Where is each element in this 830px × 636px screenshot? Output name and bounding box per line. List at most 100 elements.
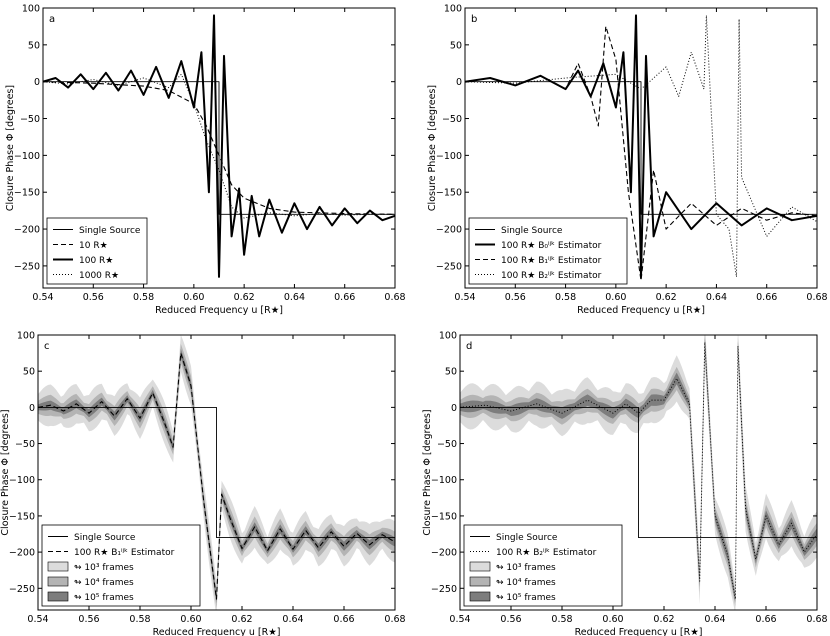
legend-entry: 100 R★ B₀ⁱʲᵏ Estimator (501, 241, 602, 251)
legend-swatch (469, 576, 491, 587)
y-tick-label: −200 (9, 548, 35, 559)
x-tick-label: 0.56 (500, 614, 521, 625)
y-tick-label: −50 (437, 439, 457, 450)
x-tick-label: 0.62 (231, 614, 252, 625)
legend-entry: 100 R★ B₁ⁱʲᵏ Estimator (501, 256, 602, 266)
y-tick-label: 50 (445, 367, 457, 378)
x-tick-label: 0.58 (129, 614, 150, 625)
y-tick-label: −200 (14, 225, 40, 236)
x-tick-label: 0.64 (284, 292, 305, 303)
x-tick-label: 0.62 (234, 292, 255, 303)
series-line-0 (465, 81, 817, 215)
x-tick-label: 0.58 (551, 614, 572, 625)
y-tick-label: −150 (436, 188, 462, 199)
y-axis-label: Closure Phase Φ [degrees] (427, 85, 438, 211)
y-tick-label: 0 (29, 403, 35, 414)
x-tick-label: 0.60 (605, 292, 626, 303)
y-tick-label: 100 (22, 4, 40, 15)
x-tick-label: 0.56 (78, 614, 99, 625)
x-tick-label: 0.64 (706, 292, 727, 303)
legend-entry: ↬ 10⁵ frames (74, 593, 134, 603)
y-tick-label: −100 (431, 475, 457, 486)
y-tick-label: −250 (14, 261, 40, 272)
x-tick-label: 0.62 (656, 292, 677, 303)
x-tick-label: 0.66 (755, 614, 776, 625)
y-tick-label: −200 (431, 548, 457, 559)
y-axis-label: Closure Phase Φ [degrees] (5, 85, 16, 211)
y-tick-label: −50 (20, 114, 40, 125)
legend-swatch (47, 561, 69, 572)
plot-area (465, 14, 817, 282)
legend-entry: Single Source (79, 226, 141, 236)
series-line-0 (38, 406, 395, 539)
legend-entry: 100 R★ B₂ⁱʲᵏ Estimator (501, 271, 602, 281)
y-tick-label: −250 (436, 261, 462, 272)
series-line-3 (43, 73, 395, 219)
legend-entry: ↬ 10⁵ frames (496, 593, 556, 603)
x-tick-label: 0.66 (756, 292, 777, 303)
chart-panel-d: 0.54 0.56 0.58 0.60 0.62 0.64 0.66 0.68 100 50 0 −5… (422, 331, 828, 636)
y-tick-label: 50 (23, 367, 35, 378)
legend-swatch (47, 591, 69, 602)
panel-label: a (49, 14, 55, 25)
plot-area (38, 335, 395, 610)
y-tick-label: 0 (34, 77, 40, 88)
series-line-1 (38, 352, 395, 600)
x-axis-label: Reduced Frequency u [R★] (155, 305, 283, 316)
x-tick-label: 0.56 (83, 292, 104, 303)
y-tick-label: −100 (14, 151, 40, 162)
x-tick-label: 0.64 (704, 614, 725, 625)
x-tick-label: 0.54 (32, 292, 53, 303)
y-tick-label: −50 (442, 114, 462, 125)
x-axis-label: Reduced Frequency u [R★] (153, 627, 281, 636)
axes-frame (42, 7, 396, 289)
y-tick-label: −250 (431, 584, 457, 595)
legend-entry: ↬ 10⁴ frames (496, 578, 556, 588)
y-tick-label: −250 (9, 584, 35, 595)
axes-frame (459, 334, 818, 611)
x-tick-label: 0.58 (133, 292, 154, 303)
y-tick-label: −200 (436, 225, 462, 236)
x-tick-label: 0.66 (333, 614, 354, 625)
x-tick-label: 0.64 (282, 614, 303, 625)
legend-entry: Single Source (496, 533, 558, 543)
y-tick-label: 50 (28, 40, 40, 51)
series-line-0 (43, 81, 395, 215)
legend-entry: 1000 R★ (79, 271, 119, 281)
x-tick-label: 0.56 (505, 292, 526, 303)
legend-entry: ↬ 10³ frames (496, 563, 556, 573)
y-tick-label: 100 (17, 331, 35, 342)
x-tick-label: 0.54 (454, 292, 475, 303)
series-line-1 (43, 81, 395, 215)
x-tick-label: 0.68 (806, 614, 827, 625)
legend-entry: Single Source (74, 533, 136, 543)
x-tick-label: 0.58 (555, 292, 576, 303)
series-line-2 (465, 25, 817, 282)
y-tick-label: 0 (451, 403, 457, 414)
panel-label: c (44, 341, 50, 352)
x-tick-label: 0.68 (384, 614, 405, 625)
chart-panel-b: 0.54 0.56 0.58 0.60 0.62 0.64 0.66 0.68 100 50 0 −5… (427, 4, 828, 317)
plot-area (43, 14, 395, 278)
chart-panel-c: 0.54 0.56 0.58 0.60 0.62 0.64 0.66 0.68 100 50 0 −5… (0, 331, 406, 636)
legend-entry: ↬ 10⁴ frames (74, 578, 134, 588)
x-axis-label: Reduced Frequency u [R★] (575, 627, 703, 636)
x-tick-label: 0.66 (334, 292, 355, 303)
x-tick-label: 0.54 (449, 614, 470, 625)
y-tick-label: 100 (439, 331, 457, 342)
y-tick-label: −100 (436, 151, 462, 162)
legend-box (41, 524, 201, 607)
y-axis-label: Closure Phase Φ [degrees] (422, 409, 433, 535)
x-tick-label: 0.68 (384, 292, 405, 303)
x-axis-label: Reduced Frequency u [R★] (577, 305, 705, 316)
x-tick-label: 0.68 (806, 292, 827, 303)
x-tick-label: 0.54 (27, 614, 48, 625)
y-tick-label: −100 (9, 475, 35, 486)
panel-label: b (471, 14, 477, 25)
axes-frame (37, 334, 396, 611)
legend-entry: ↬ 10³ frames (74, 563, 134, 573)
x-tick-label: 0.62 (653, 614, 674, 625)
legend-box (468, 217, 628, 285)
legend-swatch (469, 561, 491, 572)
